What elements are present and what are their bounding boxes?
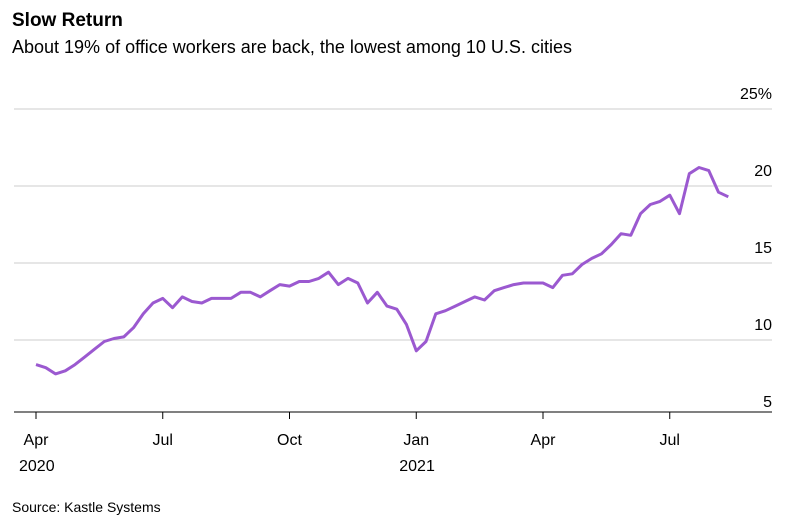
- y-tick-label: 15: [754, 240, 772, 257]
- x-tick-label: Apr 2020: [19, 432, 55, 475]
- chart-title: Slow Return: [12, 10, 123, 31]
- chart-subtitle: About 19% of office workers are back, th…: [12, 37, 572, 57]
- x-tick-label: Jul: [660, 432, 680, 449]
- x-tick-label: Jan 2021: [399, 432, 435, 475]
- y-tick-label: 25%: [740, 86, 772, 103]
- y-tick-label: 10: [754, 317, 772, 334]
- y-tick-label: 20: [754, 163, 772, 180]
- x-tick-label: Oct: [277, 432, 302, 449]
- source: Source: Kastle Systems: [12, 499, 161, 515]
- x-tick-label: Jul: [153, 432, 173, 449]
- y-tick-label: 5: [763, 394, 772, 411]
- x-tick-label: Apr: [531, 432, 557, 449]
- line-series: [35, 166, 729, 376]
